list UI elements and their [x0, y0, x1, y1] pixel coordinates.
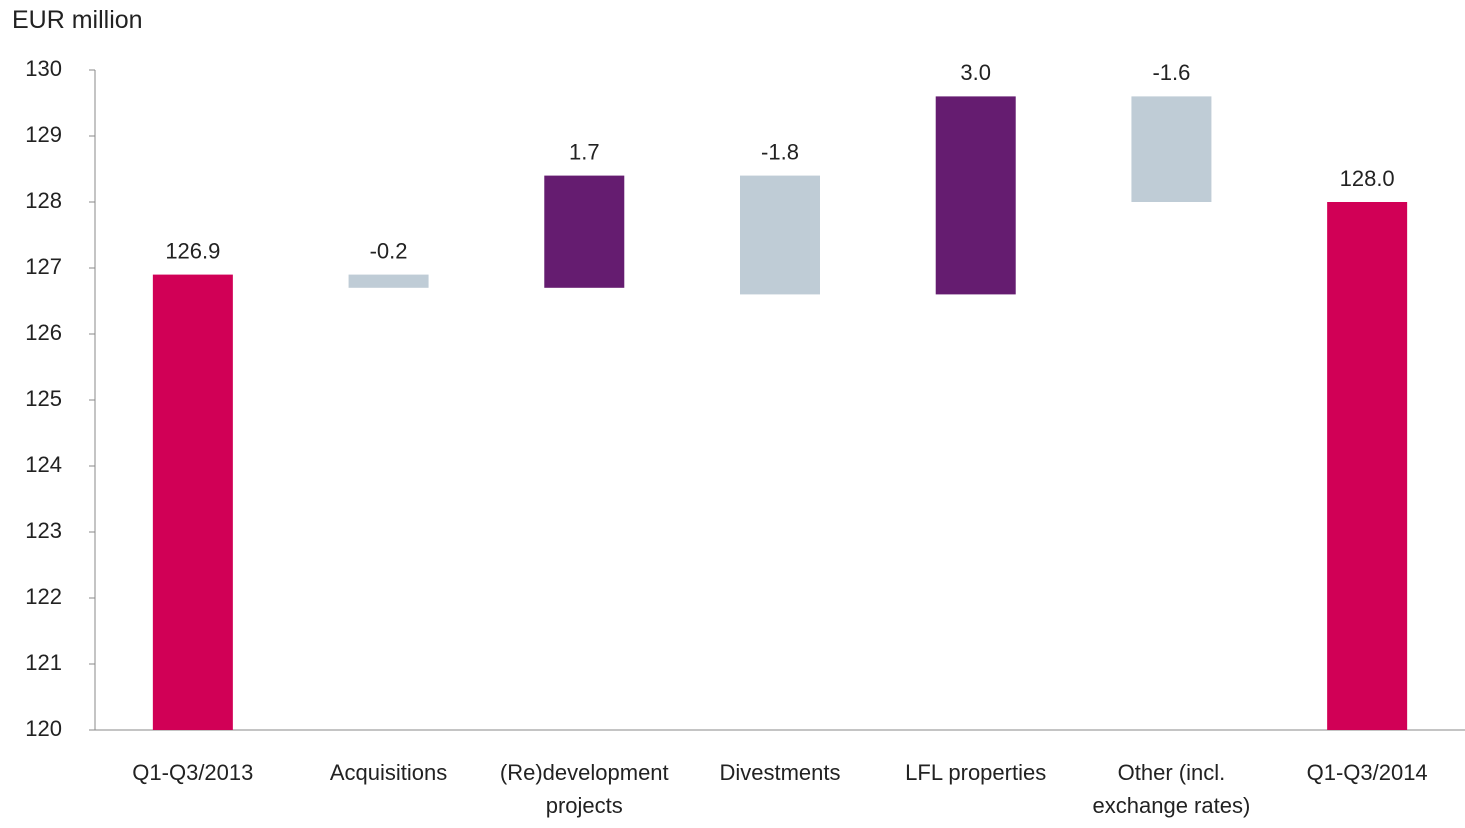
x-tick-label: Q1-Q3/2013 — [132, 760, 254, 785]
y-tick-label: 128 — [25, 188, 62, 213]
data-label: -1.6 — [1152, 60, 1190, 85]
y-axis-title: EUR million — [12, 6, 143, 34]
y-tick-label: 125 — [25, 386, 62, 411]
data-label: 3.0 — [960, 60, 991, 85]
y-tick-label: 122 — [25, 584, 62, 609]
bar — [152, 274, 233, 730]
data-label: 126.9 — [165, 238, 220, 263]
bar — [348, 274, 429, 288]
y-tick-label: 130 — [25, 56, 62, 81]
data-label: 1.7 — [569, 139, 600, 164]
y-tick-label: 129 — [25, 122, 62, 147]
x-tick-label: Other (incl. exchange rates) — [1092, 760, 1251, 818]
y-tick-label: 120 — [25, 716, 62, 741]
data-label: 128.0 — [1340, 166, 1395, 191]
y-tick-label: 123 — [25, 518, 62, 543]
bar — [544, 175, 625, 288]
x-tick-label: Acquisitions — [329, 760, 448, 785]
x-tick-label: LFL properties — [905, 760, 1047, 785]
y-tick-label: 121 — [25, 650, 62, 675]
y-tick-label: 124 — [25, 452, 62, 477]
bar — [1327, 202, 1408, 730]
x-tick-label: Divestments — [719, 760, 841, 785]
bar — [1131, 96, 1212, 202]
y-tick-label: 127 — [25, 254, 62, 279]
x-tick-label: Q1-Q3/2014 — [1306, 760, 1428, 785]
bar — [935, 96, 1016, 295]
bar — [740, 175, 820, 295]
data-label: -0.2 — [370, 238, 408, 263]
data-label: -1.8 — [761, 139, 799, 164]
y-tick-label: 126 — [25, 320, 62, 345]
x-tick-label: (Re)development projects — [499, 760, 669, 818]
